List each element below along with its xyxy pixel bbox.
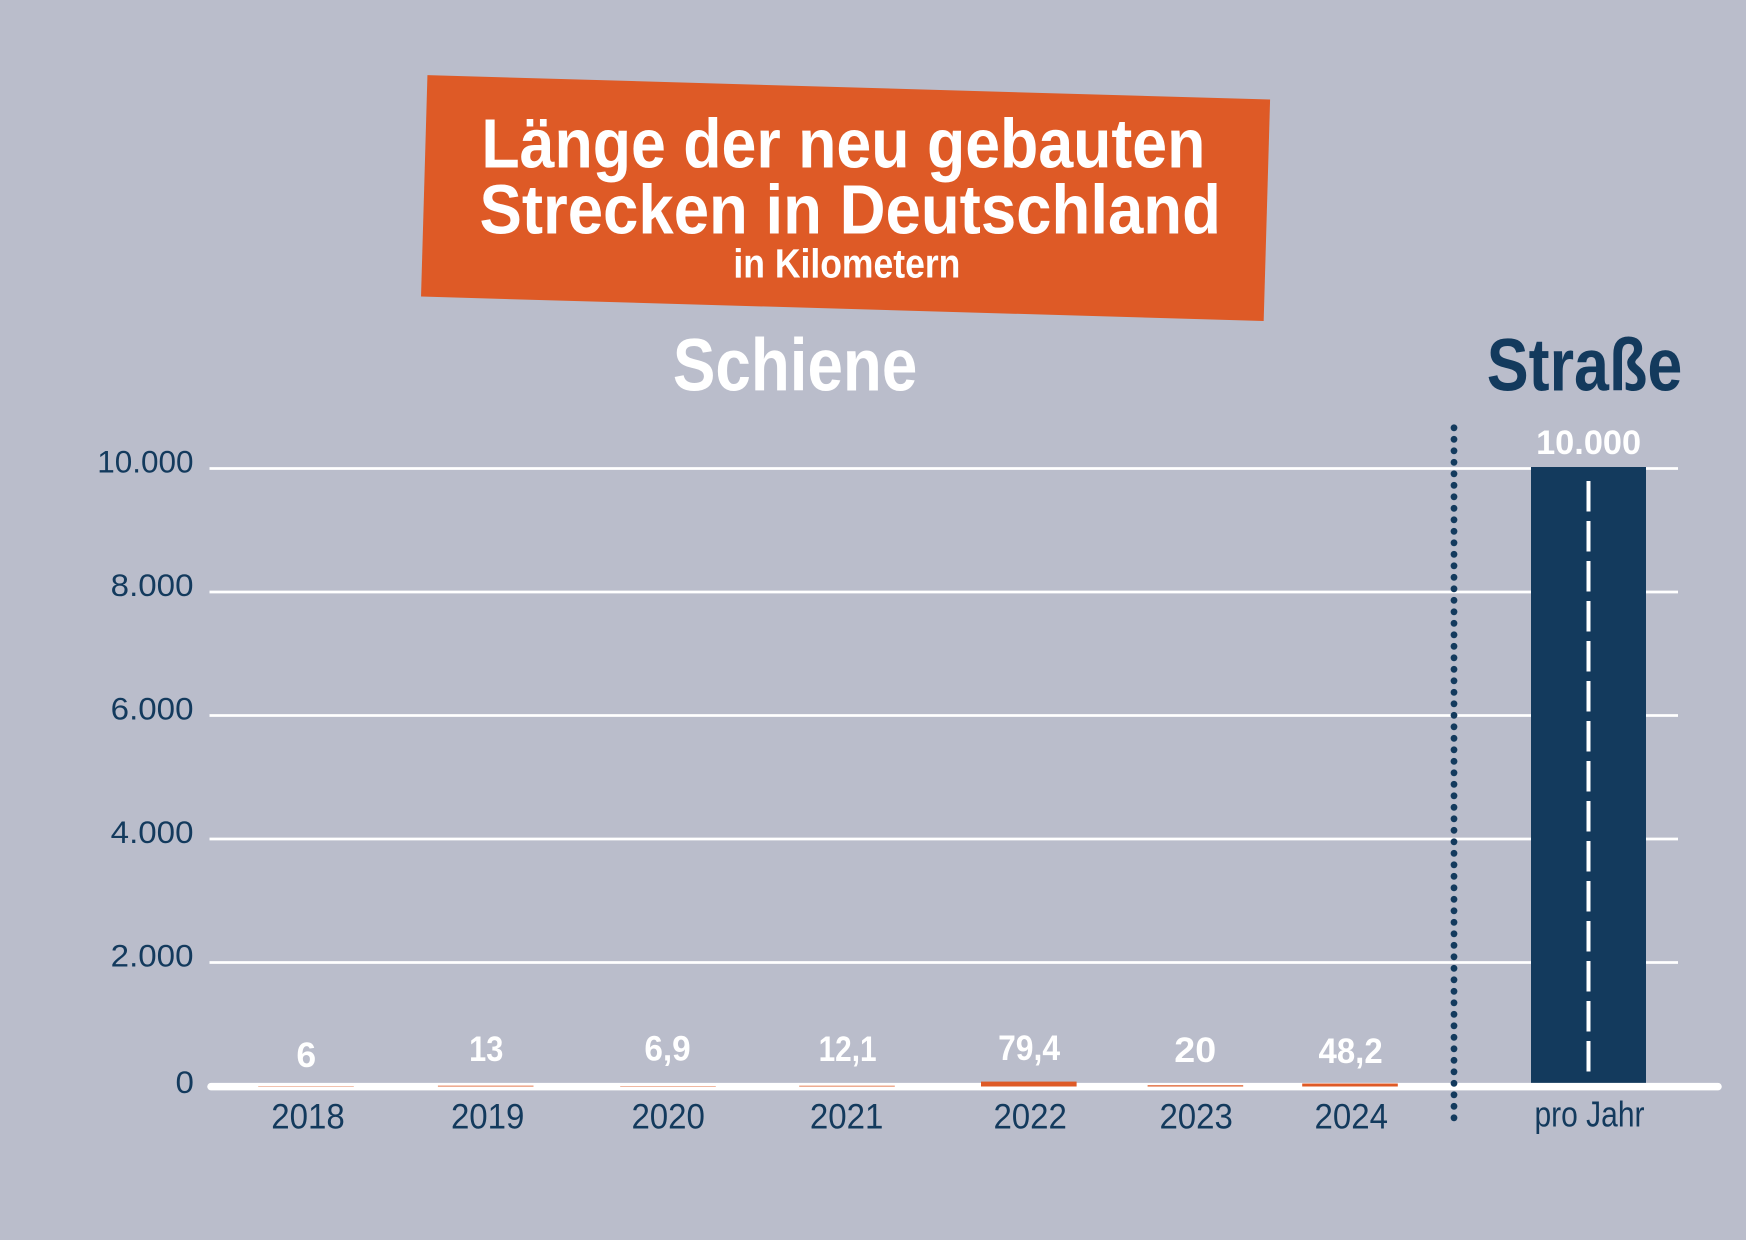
svg-text:10.000: 10.000 [97,444,193,480]
svg-text:6.000: 6.000 [111,691,194,727]
svg-text:Schiene: Schiene [673,324,918,407]
svg-text:13: 13 [469,1029,503,1069]
svg-text:2020: 2020 [631,1097,705,1137]
svg-text:48,2: 48,2 [1319,1031,1383,1071]
svg-text:Straße: Straße [1487,324,1683,407]
svg-text:0: 0 [176,1064,194,1100]
svg-text:Strecken in Deutschland: Strecken in Deutschland [479,171,1221,249]
svg-text:pro Jahr: pro Jahr [1535,1094,1645,1135]
svg-text:Länge der neu gebauten: Länge der neu gebauten [481,105,1205,183]
svg-text:6,9: 6,9 [644,1029,690,1069]
svg-text:12,1: 12,1 [819,1029,877,1069]
svg-text:2023: 2023 [1159,1097,1233,1137]
svg-text:20: 20 [1174,1030,1216,1070]
svg-text:4.000: 4.000 [111,814,194,850]
svg-text:2021: 2021 [810,1097,884,1137]
svg-text:79,4: 79,4 [998,1028,1060,1068]
svg-text:2024: 2024 [1315,1097,1389,1137]
svg-text:2022: 2022 [993,1097,1067,1137]
svg-text:2019: 2019 [451,1097,525,1137]
svg-text:in Kilometern: in Kilometern [733,240,960,286]
svg-text:2.000: 2.000 [111,938,194,974]
svg-text:2018: 2018 [271,1097,345,1137]
svg-text:8.000: 8.000 [111,567,194,603]
svg-text:6: 6 [296,1035,316,1075]
svg-text:10.000: 10.000 [1536,424,1641,462]
